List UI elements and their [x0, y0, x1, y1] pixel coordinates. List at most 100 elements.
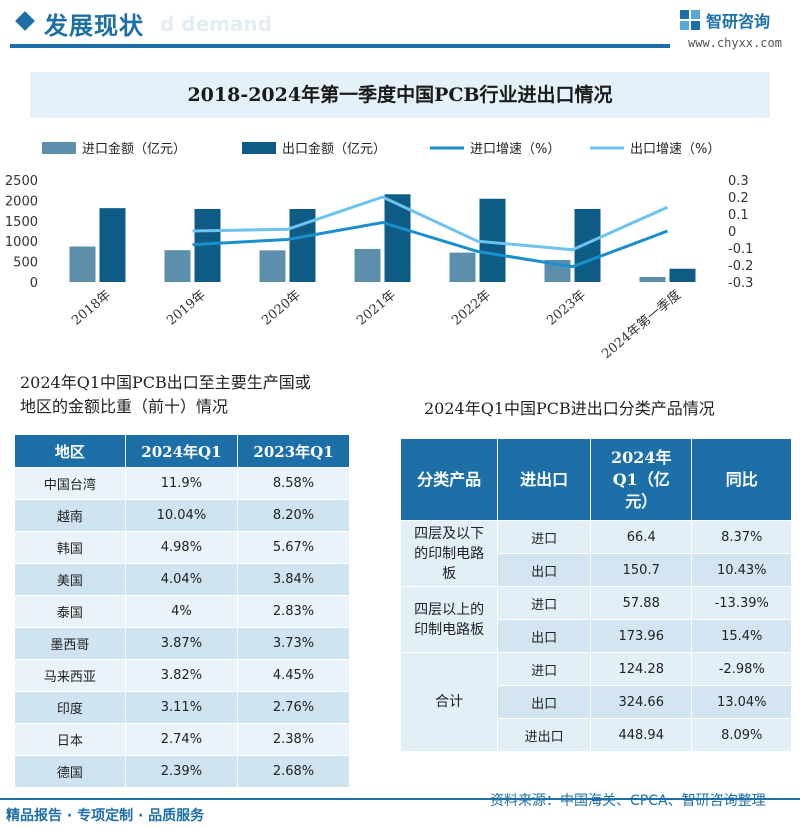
section-title: 发展现状	[44, 12, 144, 40]
yoy-cell: -13.39%	[691, 586, 792, 620]
table-row: 日本 2.74% 2.38%	[14, 723, 350, 756]
table2-header-category-text: 分类产品	[417, 469, 482, 489]
y-right-tick-label: -0.3	[728, 276, 753, 291]
share-cell: 4%	[124, 595, 239, 628]
table-row: 中国台湾 11.9% 8.58%	[14, 467, 350, 500]
share-cell: 3.84%	[237, 563, 350, 596]
table2-header-yoy: 同比	[691, 438, 792, 521]
table-row: 出口 150.7 10.43%	[401, 553, 792, 587]
legend-label: 出口增速（%）	[630, 142, 720, 157]
table2-header-category: 分类产品	[399, 438, 499, 521]
share-cell: 2.39%	[124, 755, 239, 788]
share-cell: 5.67%	[237, 531, 350, 564]
region-cell: 韩国	[14, 531, 126, 564]
share-cell: 3.82%	[124, 659, 239, 692]
y-right-tick-label: 0.3	[728, 174, 749, 189]
direction-cell: 出口	[497, 553, 592, 587]
x-tick-label: 2023年	[544, 288, 589, 329]
logo-url: www.chyxx.com	[688, 36, 782, 50]
legend-swatch	[42, 142, 76, 154]
share-cell: 3.87%	[124, 627, 239, 660]
table1-header-2024: 2024年Q1	[124, 434, 239, 468]
share-cell: 8.58%	[237, 467, 350, 500]
yoy-cell: 13.04%	[691, 685, 792, 719]
legend-label: 进口金额（亿元）	[82, 141, 186, 157]
table2-header-amount: 2024年Q1（亿元）	[590, 438, 693, 521]
yoy-cell: 8.09%	[691, 718, 792, 752]
table-row: 泰国 4% 2.83%	[14, 595, 350, 628]
region-cell: 马来西亚	[14, 659, 126, 692]
table1-header-region: 地区	[14, 434, 126, 468]
source-note: 资料来源：中国海关、CPCA、智研咨询整理	[490, 793, 766, 809]
table-row: 韩国 4.98% 5.67%	[14, 531, 350, 564]
amount-cell: 150.7	[590, 553, 693, 587]
legend-label: 出口金额（亿元）	[282, 141, 386, 157]
x-tick-label: 2019年	[164, 288, 209, 329]
yoy-cell: 15.4%	[691, 619, 792, 653]
table-row: 出口 173.96 15.4%	[401, 619, 792, 653]
amount-cell: 124.28	[590, 652, 693, 686]
share-cell: 3.73%	[237, 627, 350, 660]
import-bar	[354, 248, 381, 282]
import-bar	[259, 250, 286, 282]
table1-header-2023: 2023年Q1	[237, 434, 350, 468]
region-cell: 美国	[14, 563, 126, 596]
share-cell: 2.68%	[237, 755, 350, 788]
y-left-tick-label: 1500	[5, 215, 38, 230]
amount-cell: 324.66	[590, 685, 693, 719]
direction-cell: 出口	[497, 685, 592, 719]
header-ghost-text: d demand	[160, 12, 273, 36]
table-row: 德国 2.39% 2.68%	[14, 755, 350, 788]
table-row: 进出口 448.94 8.09%	[401, 718, 792, 752]
region-cell: 越南	[14, 499, 126, 532]
yoy-cell: 10.43%	[691, 553, 792, 587]
category-name: 四层及以下的印制电路板	[414, 525, 485, 582]
region-cell: 印度	[14, 691, 126, 724]
x-tick-label: 2020年	[259, 288, 304, 329]
share-cell: 4.45%	[237, 659, 350, 692]
share-cell: 4.98%	[124, 531, 239, 564]
legend-label: 进口增速（%）	[470, 142, 560, 157]
category-cell: 合计	[399, 652, 499, 752]
yoy-cell: 8.37%	[691, 520, 792, 554]
legend-swatch	[242, 142, 276, 154]
export-bar	[99, 208, 126, 282]
amount-cell: 173.96	[590, 619, 693, 653]
footer-slogan: 精品报告 · 专项定制 · 品质服务	[6, 808, 205, 824]
share-cell: 2.76%	[237, 691, 350, 724]
import-bar	[164, 250, 191, 282]
chart-title: 2018-2024年第一季度中国PCB行业进出口情况	[187, 84, 613, 106]
share-cell: 2.74%	[124, 723, 239, 756]
region-cell: 墨西哥	[14, 627, 126, 660]
import-bar	[639, 276, 666, 282]
share-cell: 4.04%	[124, 563, 239, 596]
category-name: 合计	[435, 694, 464, 710]
import-bar	[449, 252, 476, 282]
header-divider	[10, 44, 670, 48]
share-cell: 8.20%	[237, 499, 350, 532]
y-left-tick-label: 2500	[5, 174, 38, 189]
x-tick-label: 2024年第一季度	[599, 287, 684, 362]
import-export-chart: 进口金额（亿元） 出口金额（亿元） 进口增速（%） 出口增速（%） 2500 2000 15…	[5, 141, 753, 362]
y-right-tick-label: 0	[728, 225, 736, 240]
region-cell: 泰国	[14, 595, 126, 628]
category-name: 四层以上的印制电路板	[414, 601, 485, 638]
direction-cell: 进口	[497, 586, 592, 620]
amount-cell: 448.94	[590, 718, 693, 752]
y-right-tick-label: -0.2	[728, 259, 753, 274]
share-cell: 3.11%	[124, 691, 239, 724]
table-row: 四层及以下的印制电路板 进口 66.4 8.37%	[399, 520, 792, 587]
share-cell: 2.38%	[237, 723, 350, 756]
region-cell: 日本	[14, 723, 126, 756]
amount-cell: 57.88	[590, 586, 693, 620]
company-logo-icon	[680, 10, 700, 30]
direction-cell: 进口	[497, 520, 592, 554]
direction-cell: 出口	[497, 619, 592, 653]
y-left-tick-label: 1000	[5, 235, 38, 250]
region-cell: 中国台湾	[14, 467, 126, 500]
region-cell: 德国	[14, 755, 126, 788]
y-left-tick-label: 500	[13, 256, 38, 271]
y-right-tick-label: 0.2	[728, 191, 749, 206]
share-cell: 10.04%	[124, 499, 239, 532]
x-tick-label: 2022年	[449, 288, 494, 329]
